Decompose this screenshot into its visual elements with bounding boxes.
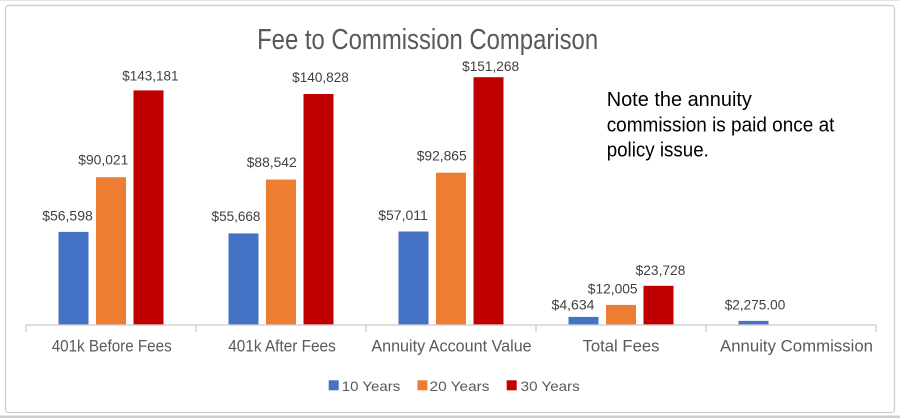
svg-text:$57,011: $57,011 xyxy=(378,207,428,223)
svg-text:20 Years: 20 Years xyxy=(430,378,490,394)
svg-text:$151,268: $151,268 xyxy=(462,58,519,74)
svg-text:$2,275.00: $2,275.00 xyxy=(725,296,786,312)
svg-text:30 Years: 30 Years xyxy=(521,378,580,394)
svg-text:Annuity Commission: Annuity Commission xyxy=(720,336,873,355)
svg-text:10 Years: 10 Years xyxy=(342,378,401,394)
svg-text:$12,005: $12,005 xyxy=(588,281,638,297)
svg-text:$140,828: $140,828 xyxy=(292,69,349,85)
svg-text:$4,634: $4,634 xyxy=(552,296,595,312)
svg-text:Fee to Commission Comparison: Fee to Commission Comparison xyxy=(257,24,598,56)
svg-text:$143,181: $143,181 xyxy=(122,68,178,84)
svg-text:Total Fees: Total Fees xyxy=(583,336,660,355)
svg-text:401k After Fees: 401k After Fees xyxy=(228,336,336,355)
svg-text:$90,021: $90,021 xyxy=(78,151,128,167)
svg-text:$88,542: $88,542 xyxy=(247,154,297,170)
svg-text:Note the annuity: Note the annuity xyxy=(607,89,752,111)
svg-text:Annuity Account Value: Annuity Account Value xyxy=(371,336,531,355)
svg-text:$56,598: $56,598 xyxy=(42,208,93,224)
svg-text:401k Before Fees: 401k Before Fees xyxy=(52,336,172,355)
svg-text:policy issue.: policy issue. xyxy=(607,140,709,162)
svg-text:$55,668: $55,668 xyxy=(212,208,261,224)
svg-text:$23,728: $23,728 xyxy=(636,262,686,278)
svg-text:$92,865: $92,865 xyxy=(417,147,467,163)
svg-text:commission is paid once at: commission is paid once at xyxy=(607,115,835,137)
